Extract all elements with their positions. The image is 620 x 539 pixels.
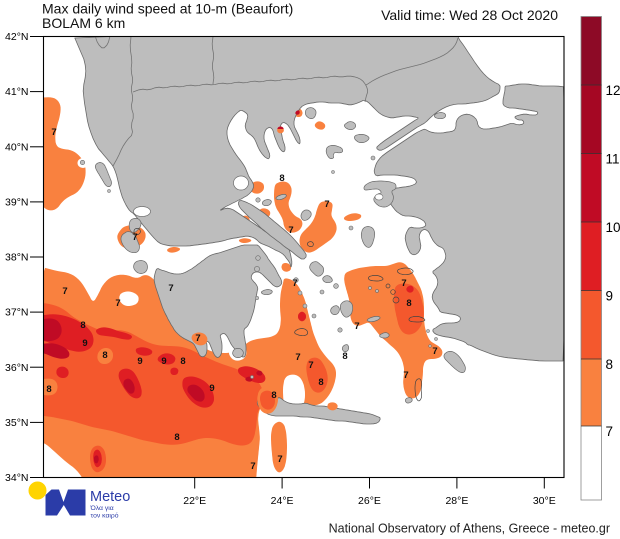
svg-text:Valid time: Wed 28 Oct 2020: Valid time: Wed 28 Oct 2020 <box>381 7 558 23</box>
svg-text:Max daily wind speed at 10-m (: Max daily wind speed at 10-m (Beaufort) <box>42 1 293 17</box>
svg-text:7: 7 <box>324 199 329 210</box>
svg-text:7: 7 <box>403 370 408 381</box>
svg-text:22°E: 22°E <box>183 495 206 507</box>
svg-text:7: 7 <box>250 461 255 472</box>
svg-text:7: 7 <box>115 298 120 309</box>
svg-text:7: 7 <box>308 360 313 371</box>
svg-text:41°N: 41°N <box>5 86 28 98</box>
svg-text:9: 9 <box>137 356 142 367</box>
svg-text:36°N: 36°N <box>5 362 28 374</box>
svg-text:42°N: 42°N <box>5 31 28 43</box>
svg-text:9: 9 <box>161 356 166 367</box>
svg-text:9: 9 <box>209 383 214 394</box>
svg-text:τον καιρό: τον καιρό <box>91 512 119 520</box>
svg-text:8: 8 <box>279 173 284 184</box>
svg-text:7: 7 <box>62 286 67 297</box>
svg-text:7: 7 <box>292 278 297 289</box>
svg-text:8: 8 <box>318 377 323 388</box>
svg-text:35°N: 35°N <box>5 417 28 429</box>
svg-text:26°E: 26°E <box>358 495 381 507</box>
svg-text:24°E: 24°E <box>271 495 294 507</box>
svg-text:7: 7 <box>432 346 437 357</box>
svg-text:7: 7 <box>288 225 293 236</box>
svg-text:40°N: 40°N <box>5 141 28 153</box>
svg-text:8: 8 <box>102 350 107 361</box>
svg-text:7: 7 <box>295 352 300 363</box>
svg-text:Όλα για: Όλα για <box>90 505 114 512</box>
svg-text:8: 8 <box>342 351 347 362</box>
svg-text:8: 8 <box>180 356 185 367</box>
svg-text:34°N: 34°N <box>5 472 28 484</box>
svg-text:30°E: 30°E <box>533 495 556 507</box>
svg-text:7: 7 <box>606 424 614 439</box>
svg-text:8: 8 <box>174 432 179 443</box>
svg-text:11: 11 <box>606 152 620 167</box>
svg-text:8: 8 <box>271 390 276 401</box>
svg-text:9: 9 <box>606 289 614 304</box>
svg-text:9: 9 <box>82 338 87 349</box>
svg-text:8: 8 <box>46 384 51 395</box>
svg-text:BOLAM 6 km: BOLAM 6 km <box>42 15 125 31</box>
svg-text:7: 7 <box>195 333 200 344</box>
svg-text:7: 7 <box>168 283 173 294</box>
svg-text:8: 8 <box>80 320 85 331</box>
svg-text:7: 7 <box>401 278 406 289</box>
svg-text:8: 8 <box>406 298 411 309</box>
svg-text:7: 7 <box>132 232 137 243</box>
svg-text:Meteo: Meteo <box>90 489 130 505</box>
svg-text:12: 12 <box>606 83 620 98</box>
svg-text:10: 10 <box>606 220 620 235</box>
svg-text:8: 8 <box>606 357 614 372</box>
svg-text:28°E: 28°E <box>445 495 468 507</box>
svg-text:National Observatory of Athens: National Observatory of Athens, Greece -… <box>329 522 610 536</box>
svg-text:37°N: 37°N <box>5 307 28 319</box>
svg-text:7: 7 <box>51 127 56 138</box>
svg-text:39°N: 39°N <box>5 197 28 209</box>
svg-text:38°N: 38°N <box>5 252 28 264</box>
svg-text:7: 7 <box>277 454 282 465</box>
svg-text:7: 7 <box>354 321 359 332</box>
